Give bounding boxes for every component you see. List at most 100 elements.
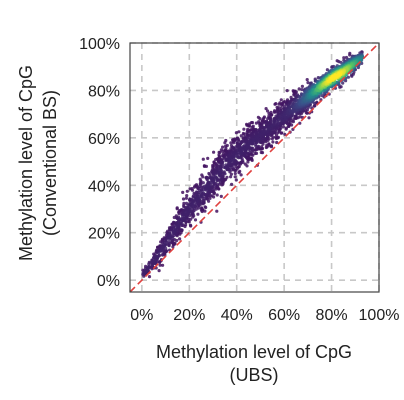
density-point [195,197,199,201]
density-point [177,212,181,216]
density-point [248,124,252,128]
density-point [225,175,229,179]
density-point [196,212,200,216]
density-point [181,190,185,194]
y-tick-label: 40% [88,178,120,195]
x-tick-label: 60% [268,307,300,324]
density-point [255,136,260,140]
density-point [273,123,277,127]
density-point [200,206,204,210]
density-point [252,139,256,143]
density-point [171,230,175,234]
x-tick-label: 40% [221,307,253,324]
identity-reference-line [129,42,380,293]
density-point [152,260,156,264]
density-point [203,205,207,209]
density-point [265,143,269,147]
density-point [298,121,302,125]
density-point [161,252,165,256]
density-point [300,84,304,88]
density-point [300,88,304,92]
density-point [307,116,311,120]
density-point [277,127,281,131]
density-point [167,240,171,244]
density-point [201,157,205,161]
density-point [146,266,150,270]
density-point [211,178,215,182]
density-point [233,175,237,179]
y-tick-labels: 0% 20% 40% 60% 80% 100% [79,36,120,290]
density-point [260,145,264,149]
density-point [245,144,249,149]
density-point [201,181,205,185]
density-point [320,94,324,98]
density-point [236,151,240,155]
plot-frame [129,42,380,293]
density-point [183,212,187,216]
density-point [229,175,233,179]
density-point [270,113,274,117]
y-tick-label: 20% [88,226,120,243]
density-point [242,127,246,131]
density-point [203,196,207,200]
density-point [208,196,212,200]
density-point [204,164,208,168]
x-tick-label: 100% [359,307,400,324]
density-point [207,183,211,188]
y-tick-label: 0% [97,273,120,290]
density-point [181,197,186,201]
density-point [185,189,189,193]
density-point [338,72,342,76]
density-point [273,110,277,114]
density-point [281,125,286,129]
x-tick-label: 80% [316,307,348,324]
density-point [230,182,234,186]
y-axis-title-line-2: (Conventional BS) [40,90,60,236]
density-point [215,193,219,197]
density-point [239,173,243,177]
density-point [221,145,225,149]
density-point [238,169,242,173]
density-point [225,143,229,148]
density-point [155,254,159,258]
density-point [289,101,293,105]
density-point [293,114,297,119]
density-point [254,121,258,125]
y-tick-label: 60% [88,131,120,148]
x-axis-title-line-1: Methylation level of CpG [156,342,352,362]
density-point [305,78,309,82]
density-point [312,104,316,108]
density-point [350,73,354,77]
density-point [173,227,177,231]
density-point [297,87,301,91]
density-point [159,249,163,253]
density-point [279,98,283,102]
density-point [341,81,345,85]
density-point [236,165,241,169]
density-point [348,53,352,57]
density-point [169,235,173,239]
density-point [180,218,184,222]
density-point [262,130,266,134]
density-point [201,175,205,179]
density-point [184,223,188,227]
density-point [175,238,179,243]
density-point [212,150,216,154]
density-point [342,56,346,60]
y-axis-title-line-1: Methylation level of CpG [16,65,36,261]
density-point [234,131,238,135]
density-point [147,275,152,279]
density-point [163,244,167,248]
density-point [234,165,238,169]
density-point [230,168,234,172]
y-axis-title: Methylation level of CpG (Conventional B… [16,65,60,261]
density-point [275,140,279,145]
density-point [283,132,287,136]
density-point [274,102,278,106]
density-point [223,141,227,145]
x-axis-title-line-2: (UBS) [230,365,279,385]
density-point [276,119,280,123]
density-point [274,120,278,124]
y-tick-label: 80% [88,83,120,100]
density-point [229,158,233,162]
